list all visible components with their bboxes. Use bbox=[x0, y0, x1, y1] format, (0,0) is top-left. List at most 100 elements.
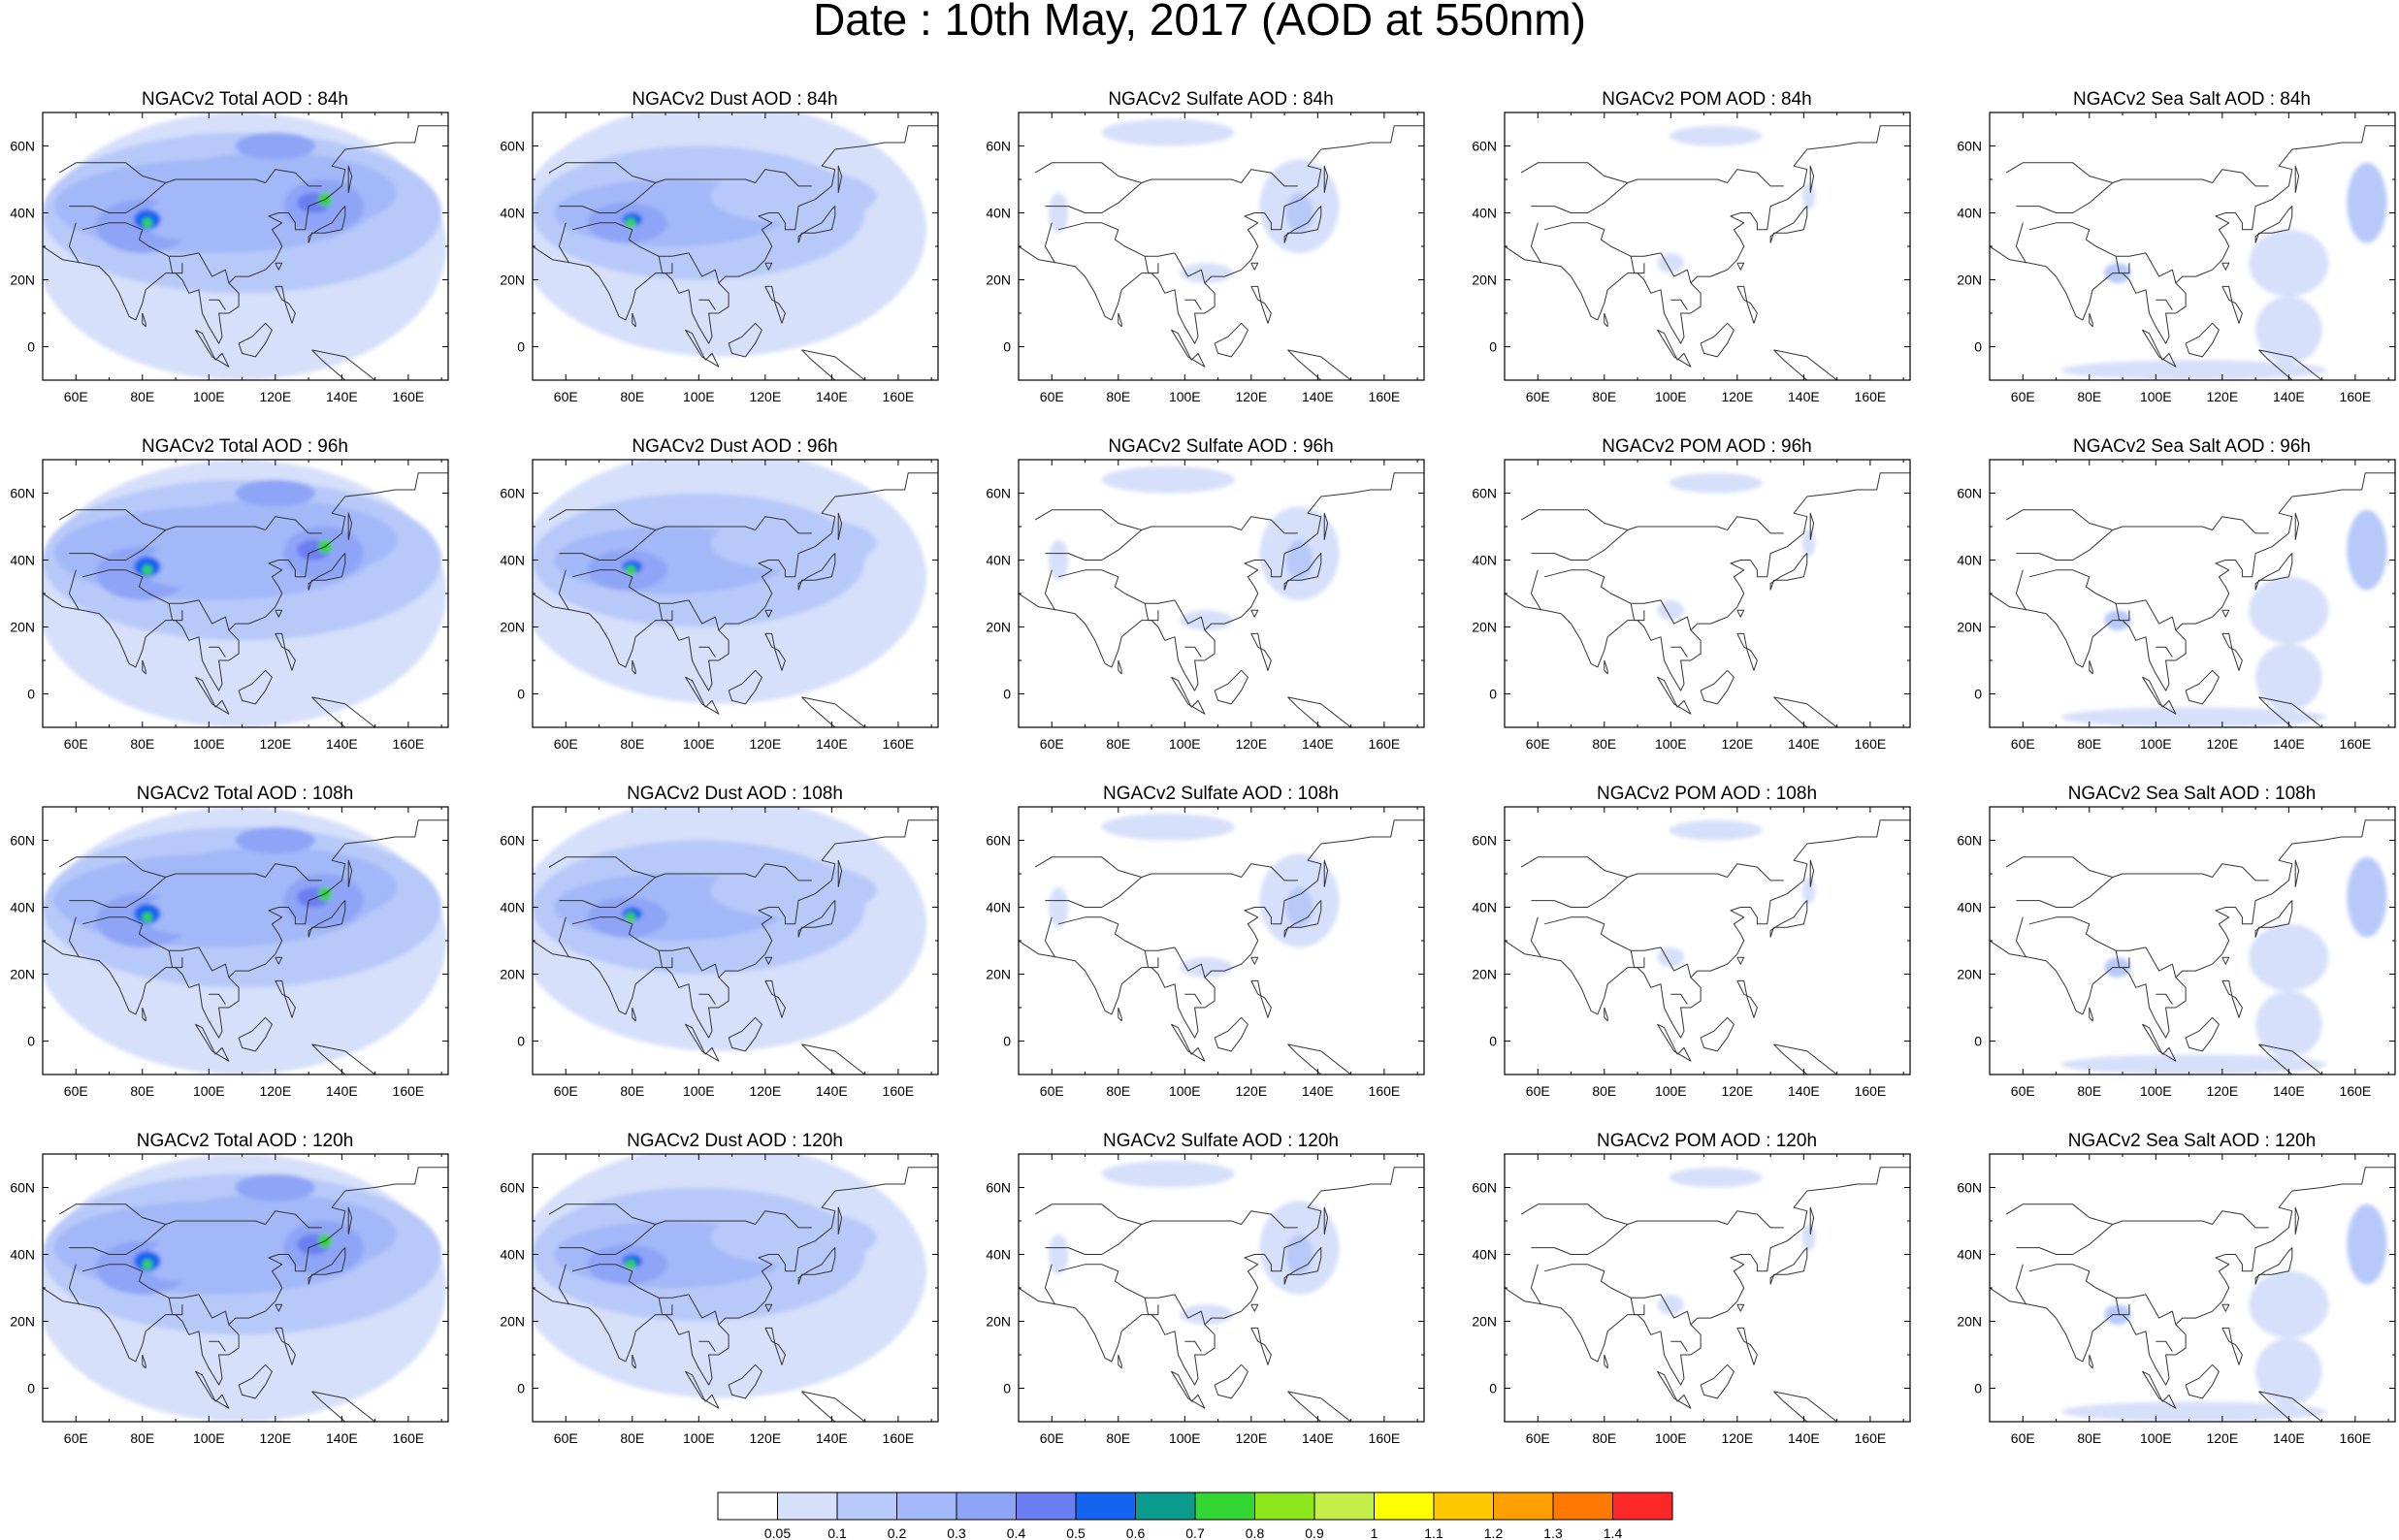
lon-tick-label: 60E bbox=[64, 1430, 88, 1446]
lat-tick-label: 0 bbox=[1974, 339, 1982, 355]
lat-tick-label: 20N bbox=[1472, 620, 1497, 635]
lat-tick-label: 0 bbox=[1003, 1034, 1011, 1049]
lat-tick-label: 20N bbox=[986, 273, 1011, 288]
lat-tick-label: 60N bbox=[986, 486, 1011, 501]
map-plot: 60E 80E 100E 120E 140E 160E 60N 40N 20N 0 bbox=[1957, 459, 2396, 752]
lon-tick-label: 100E bbox=[193, 736, 225, 752]
aod-field-patch bbox=[625, 1259, 636, 1270]
lon-tick-label: 60E bbox=[1526, 389, 1550, 404]
lon-tick-label: 80E bbox=[1106, 389, 1130, 404]
aod-field-patch bbox=[710, 1210, 877, 1265]
lon-tick-label: 120E bbox=[749, 1430, 781, 1446]
lon-tick-label: 120E bbox=[259, 736, 291, 752]
lon-tick-label: 160E bbox=[393, 736, 425, 752]
lon-tick-label: 160E bbox=[393, 1083, 425, 1099]
lon-tick-label: 80E bbox=[130, 736, 154, 752]
map-plot: 60E 80E 100E 120E 140E 160E 60N 40N 20N 0 bbox=[1472, 1153, 1911, 1446]
aod-field-patch bbox=[1180, 1304, 1233, 1325]
lon-tick-label: 60E bbox=[554, 1083, 578, 1099]
lon-tick-label: 80E bbox=[130, 1430, 154, 1446]
lon-tick-label: 120E bbox=[1721, 389, 1753, 404]
lat-tick-label: 20N bbox=[10, 620, 35, 635]
aod-field-patch bbox=[2255, 990, 2322, 1058]
lat-tick-label: 0 bbox=[27, 1381, 35, 1396]
lon-tick-label: 160E bbox=[2340, 736, 2372, 752]
lon-tick-label: 120E bbox=[1235, 736, 1267, 752]
lon-tick-label: 140E bbox=[1302, 1083, 1334, 1099]
lat-tick-label: 0 bbox=[1489, 339, 1497, 355]
lon-tick-label: 140E bbox=[816, 1430, 848, 1446]
lon-tick-label: 80E bbox=[2077, 1083, 2101, 1099]
map-panel: NGACv2 Sulfate AOD : 108h 60E 80E 100E 120E 1… bbox=[976, 784, 1466, 1131]
lon-tick-label: 120E bbox=[2206, 1430, 2238, 1446]
colorbar-label: 1 bbox=[1371, 1525, 1378, 1540]
lat-tick-label: 20N bbox=[500, 967, 525, 982]
aod-field-patch bbox=[1180, 263, 1233, 283]
lat-tick-label: 60N bbox=[986, 139, 1011, 154]
map-panel: NGACv2 Total AOD : 120h 60E 80E 100E 120E 140… bbox=[0, 1131, 490, 1478]
colorbar-box bbox=[777, 1492, 838, 1521]
colorbar-label: 0.05 bbox=[764, 1525, 791, 1540]
lat-tick-label: 0 bbox=[27, 1034, 35, 1049]
lat-tick-label: 60N bbox=[1957, 833, 1982, 849]
lon-tick-label: 140E bbox=[1788, 389, 1820, 404]
lon-tick-label: 80E bbox=[1592, 1083, 1616, 1099]
lon-tick-label: 160E bbox=[883, 1430, 915, 1446]
lon-tick-label: 100E bbox=[2140, 389, 2172, 404]
lon-tick-label: 100E bbox=[193, 389, 225, 404]
aod-field-patch bbox=[1048, 1234, 1069, 1275]
aod-field-patch bbox=[144, 199, 211, 241]
aod-field-patch bbox=[710, 863, 877, 917]
lon-tick-label: 100E bbox=[1655, 389, 1687, 404]
colorbar-box bbox=[836, 1492, 897, 1521]
lat-tick-label: 40N bbox=[1472, 900, 1497, 915]
map-plot: 60E 80E 100E 120E 140E 160E 60N 40N 20N 0 bbox=[1957, 1153, 2396, 1446]
lat-tick-label: 40N bbox=[1957, 206, 1982, 221]
lon-tick-label: 60E bbox=[2011, 389, 2035, 404]
lon-tick-label: 100E bbox=[2140, 1430, 2172, 1446]
panel-title: NGACv2 Sea Salt AOD : 120h bbox=[2067, 1131, 2317, 1151]
lat-tick-label: 60N bbox=[10, 139, 35, 154]
map-plot: 60E 80E 100E 120E 140E 160E 60N 40N 20N 0 bbox=[10, 1153, 449, 1446]
lon-tick-label: 80E bbox=[1106, 1430, 1130, 1446]
colorbar-box bbox=[1194, 1492, 1255, 1521]
lat-tick-label: 20N bbox=[1472, 967, 1497, 982]
map-plot: 60E 80E 100E 120E 140E 160E 60N 40N 20N 0 bbox=[1957, 806, 2396, 1099]
lon-tick-label: 80E bbox=[620, 736, 644, 752]
map-panel: NGACv2 Sulfate AOD : 96h 60E 80E 100E 120E 14… bbox=[976, 436, 1466, 784]
lon-tick-label: 100E bbox=[1655, 1083, 1687, 1099]
lat-tick-label: 20N bbox=[500, 273, 525, 288]
lon-tick-label: 100E bbox=[683, 736, 715, 752]
lon-tick-label: 80E bbox=[620, 389, 644, 404]
aod-field-patch bbox=[625, 564, 636, 576]
map-panel: NGACv2 Dust AOD : 108h 60E 80E 100E 120E 140E… bbox=[490, 784, 980, 1131]
colorbar-box bbox=[1552, 1492, 1613, 1521]
lon-tick-label: 100E bbox=[1169, 1430, 1201, 1446]
lon-tick-label: 140E bbox=[816, 736, 848, 752]
aod-field-patch bbox=[235, 826, 315, 854]
lat-tick-label: 60N bbox=[986, 1180, 1011, 1196]
lon-tick-label: 160E bbox=[1855, 1430, 1887, 1446]
map-plot: 60E 80E 100E 120E 140E 160E 60N 40N 20N 0 bbox=[10, 112, 449, 404]
lon-tick-label: 60E bbox=[2011, 1083, 2035, 1099]
lon-tick-label: 60E bbox=[554, 1430, 578, 1446]
colorbar-label: 0.6 bbox=[1126, 1525, 1146, 1540]
lat-tick-label: 40N bbox=[10, 553, 35, 568]
panel-title: NGACv2 Total AOD : 108h bbox=[136, 784, 354, 804]
lon-tick-label: 140E bbox=[1302, 1430, 1334, 1446]
lat-tick-label: 0 bbox=[1489, 1034, 1497, 1049]
lat-tick-label: 0 bbox=[517, 1381, 525, 1396]
lon-tick-label: 160E bbox=[1855, 1083, 1887, 1099]
lon-tick-label: 160E bbox=[1369, 389, 1401, 404]
aod-field-patch bbox=[1101, 465, 1235, 494]
lat-tick-label: 60N bbox=[10, 486, 35, 501]
lon-tick-label: 160E bbox=[883, 389, 915, 404]
aod-field-patch bbox=[2060, 1401, 2327, 1422]
map-panel: NGACv2 Dust AOD : 120h 60E 80E 100E 120E 140E… bbox=[490, 1131, 980, 1478]
lat-tick-label: 60N bbox=[1472, 833, 1497, 849]
colorbar-label: 0.1 bbox=[827, 1525, 847, 1540]
lat-tick-label: 0 bbox=[517, 1034, 525, 1049]
lat-tick-label: 40N bbox=[10, 206, 35, 221]
lon-tick-label: 60E bbox=[64, 389, 88, 404]
lat-tick-label: 20N bbox=[1472, 273, 1497, 288]
